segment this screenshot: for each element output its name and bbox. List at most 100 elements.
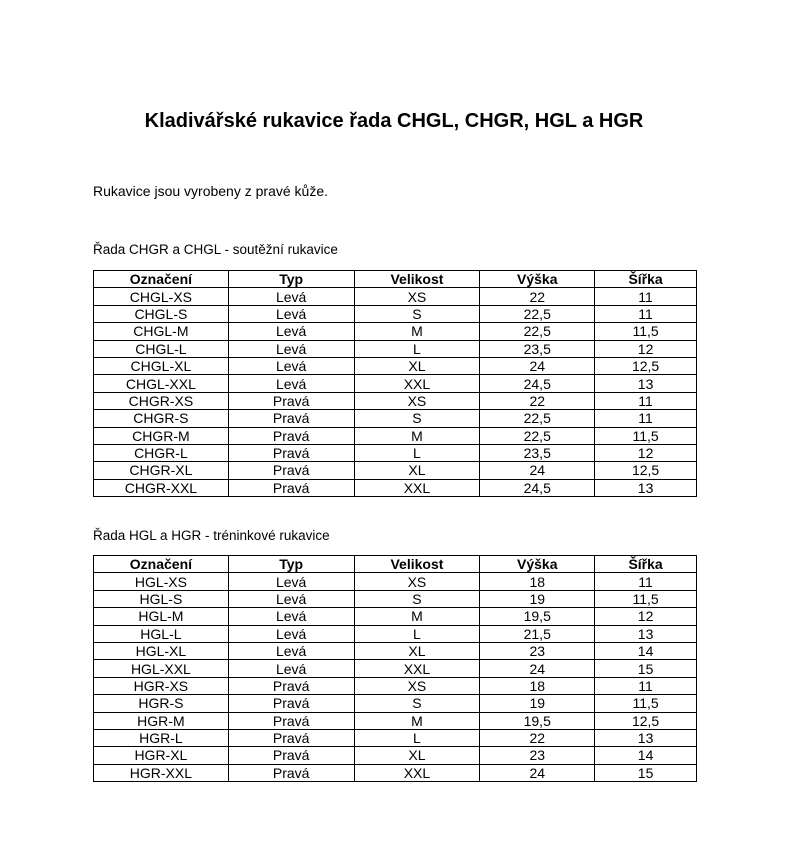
table-row: HGR-L Pravá L 22 13 <box>93 728 697 748</box>
table-cell: XS <box>353 676 481 696</box>
table-cell: 22,5 <box>479 426 596 445</box>
table-cell: HGL-XS <box>93 572 229 591</box>
table-cell: CHGR-L <box>93 443 229 463</box>
table-cell: XL <box>353 461 481 480</box>
table-cell: Pravá <box>227 409 355 428</box>
table-cell: HGR-XS <box>93 676 229 696</box>
table-row: CHGR-L Pravá L 23,5 12 <box>93 443 697 463</box>
table-row: HGL-XL Levá XL 23 14 <box>93 641 697 661</box>
table-cell: M <box>353 607 481 626</box>
table-caption-chgr: Řada CHGR a CHGL - soutěžní rukavice <box>93 242 338 257</box>
table-cell: 19 <box>479 694 596 713</box>
table-cell: 22,5 <box>479 322 596 341</box>
table-cell: Levá <box>227 339 355 358</box>
table-cell: XXL <box>353 763 481 783</box>
table-cell: 11 <box>594 409 697 428</box>
header-row: Označení Typ Velikost Výška Šířka <box>93 554 697 574</box>
table-cell: Pravá <box>227 461 355 480</box>
table-cell: HGL-XXL <box>93 659 229 678</box>
table-row: HGL-XXL Levá XXL 24 15 <box>93 659 697 678</box>
table-cell: 22 <box>479 728 596 748</box>
column-header: Typ <box>227 554 355 574</box>
table-row: CHGL-S Levá S 22,5 11 <box>93 304 697 324</box>
table-cell: 15 <box>594 659 697 678</box>
table-cell: Levá <box>227 589 355 609</box>
table-row: CHGL-M Levá M 22,5 11,5 <box>93 322 697 341</box>
table-cell: 11,5 <box>594 322 697 341</box>
table-cell: HGR-XXL <box>93 763 229 783</box>
table-caption-hgl: Řada HGL a HGR - tréninkové rukavice <box>93 528 330 543</box>
table-cell: 19,5 <box>479 607 596 626</box>
table-cell: 21,5 <box>479 624 596 643</box>
table-row: CHGR-XS Pravá XS 22 11 <box>93 391 697 411</box>
table-row: CHGR-M Pravá M 22,5 11,5 <box>93 426 697 445</box>
table-cell: M <box>353 426 481 445</box>
table-cell: L <box>353 728 481 748</box>
table-row: HGR-XS Pravá XS 18 11 <box>93 676 697 696</box>
table-row: HGL-S Levá S 19 11,5 <box>93 589 697 609</box>
table-row: HGR-S Pravá S 19 11,5 <box>93 694 697 713</box>
table-cell: S <box>353 589 481 609</box>
document-title: Kladivářské rukavice řada CHGL, CHGR, HG… <box>144 110 644 132</box>
table-cell: M <box>353 322 481 341</box>
table-row: CHGL-L Levá L 23,5 12 <box>93 339 697 358</box>
table-cell: Levá <box>227 572 355 591</box>
table-cell: Levá <box>227 322 355 341</box>
table-cell: 12 <box>594 607 697 626</box>
table-cell: 12 <box>594 443 697 463</box>
table-cell: XXL <box>353 659 481 678</box>
table-cell: CHGR-XXL <box>93 478 229 498</box>
table-cell: S <box>353 694 481 713</box>
table-cell: L <box>353 339 481 358</box>
table-cell: Levá <box>227 374 355 393</box>
table-cell: HGR-M <box>93 711 229 730</box>
table-cell: 24 <box>479 763 596 783</box>
table-cell: Pravá <box>227 391 355 411</box>
column-header: Označení <box>93 269 229 289</box>
table-row: HGL-M Levá M 19,5 12 <box>93 607 697 626</box>
table-row: CHGL-XS Levá XS 22 11 <box>93 287 697 306</box>
header-row: Označení Typ Velikost Výška Šířka <box>93 269 697 289</box>
table-row: HGL-L Levá L 21,5 13 <box>93 624 697 643</box>
table-cell: 23,5 <box>479 443 596 463</box>
table-cell: L <box>353 624 481 643</box>
table-cell: Pravá <box>227 763 355 783</box>
table-cell: CHGR-S <box>93 409 229 428</box>
table-row: CHGR-XXL Pravá XXL 24,5 13 <box>93 478 697 498</box>
table-cell: 11 <box>594 676 697 696</box>
table-cell: 18 <box>479 676 596 696</box>
table-cell: 22,5 <box>479 409 596 428</box>
table-cell: 11 <box>594 572 697 591</box>
table-cell: Pravá <box>227 676 355 696</box>
table-cell: 19,5 <box>479 711 596 730</box>
table-cell: L <box>353 443 481 463</box>
table-cell: M <box>353 711 481 730</box>
table-cell: HGL-XL <box>93 641 229 661</box>
column-header: Typ <box>227 269 355 289</box>
table-cell: Levá <box>227 624 355 643</box>
table-cell: HGR-L <box>93 728 229 748</box>
table-cell: 14 <box>594 746 697 765</box>
table-chgr-chgl: Označení Typ Velikost Výška Šířka CHGL-XS Levá… <box>93 269 697 498</box>
table-cell: 12,5 <box>594 356 697 376</box>
table-cell: 15 <box>594 763 697 783</box>
table-row: HGR-XXL Pravá XXL 24 15 <box>93 763 697 783</box>
table-cell: Pravá <box>227 728 355 748</box>
column-header: Velikost <box>353 554 481 574</box>
table-cell: 11,5 <box>594 426 697 445</box>
table-cell: 12 <box>594 339 697 358</box>
table-cell: XXL <box>353 478 481 498</box>
table-cell: 13 <box>594 374 697 393</box>
table-hgl-hgr: Označení Typ Velikost Výška Šířka HGL-XS Levá X… <box>93 554 697 783</box>
table-cell: 24,5 <box>479 478 596 498</box>
table-cell: Pravá <box>227 694 355 713</box>
table-cell: 12,5 <box>594 711 697 730</box>
table-cell: 24 <box>479 356 596 376</box>
table-cell: 13 <box>594 728 697 748</box>
table-cell: CHGR-M <box>93 426 229 445</box>
column-header: Výška <box>479 269 596 289</box>
intro-text: Rukavice jsou vyrobeny z pravé kůže. <box>93 183 328 199</box>
table-cell: Levá <box>227 356 355 376</box>
table-cell: 11 <box>594 287 697 306</box>
table-row: HGR-XL Pravá XL 23 14 <box>93 746 697 765</box>
